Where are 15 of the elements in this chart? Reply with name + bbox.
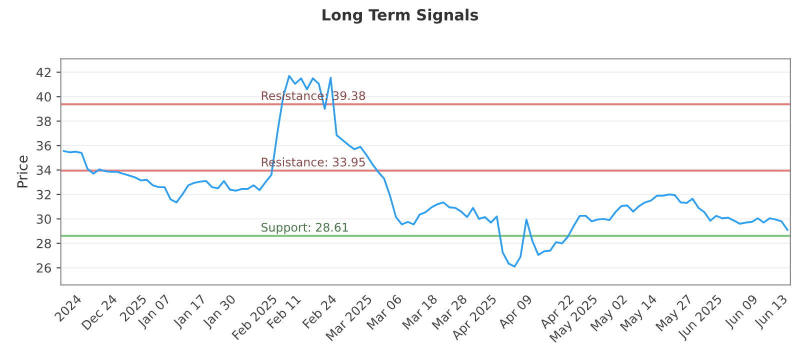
y-tick-label: 34 (36, 165, 52, 175)
y-tick-label: 40 (36, 92, 51, 102)
line-series (62, 75, 788, 268)
x-tick-label: Apr 09 (497, 294, 534, 332)
ref-line-label: Support: 28.61 (262, 222, 348, 234)
chart-title: Long Term Signals (322, 8, 478, 24)
y-tick-label: 26 (36, 263, 51, 273)
x-tick-label: Dec 24 (81, 294, 118, 330)
y-tick-label: 42 (36, 68, 51, 77)
y-tick-label: 28 (36, 238, 51, 248)
y-tick-label: 38 (36, 116, 51, 126)
y-tick-label: 30 (36, 214, 51, 224)
y-tick-label: 32 (36, 190, 51, 200)
y-tick-label: 36 (36, 141, 51, 150)
y-axis-title: Price (16, 156, 28, 188)
